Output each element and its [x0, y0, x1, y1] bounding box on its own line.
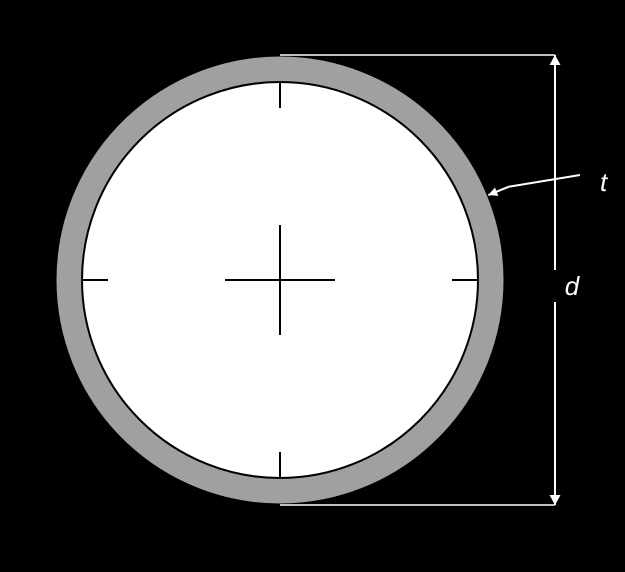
diameter-label: d — [565, 271, 581, 301]
